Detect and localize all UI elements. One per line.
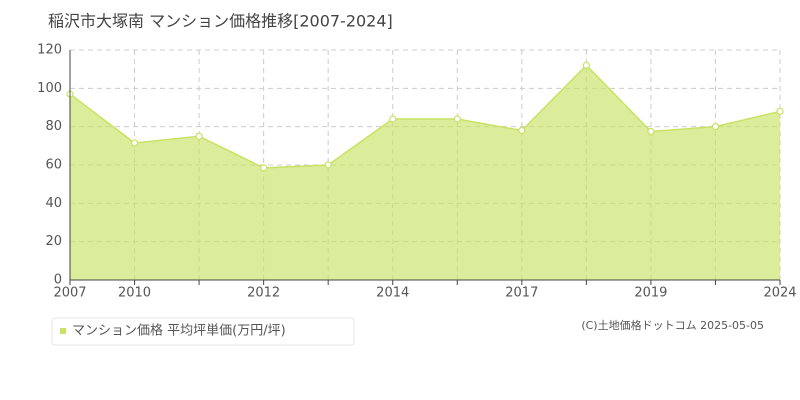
point	[647, 127, 655, 136]
chart-title: 稲沢市大塚南 マンション価格推移[2007-2024]	[48, 12, 393, 31]
point	[453, 115, 461, 123]
point	[582, 61, 590, 69]
point	[195, 132, 203, 140]
y-tick-label: 0	[54, 273, 62, 288]
legend-label: マンション価格 平均坪単価(万円/坪)	[72, 323, 286, 339]
point	[130, 139, 139, 147]
legend-swatch	[60, 328, 66, 334]
copyright: (C)土地価格ドットコム 2025-05-05	[581, 318, 764, 332]
area	[70, 65, 780, 280]
point	[518, 126, 526, 135]
point	[776, 107, 784, 115]
y-tick-label: 100	[37, 81, 62, 96]
line	[69, 64, 781, 169]
x-tick-label: 2017	[505, 286, 538, 301]
x-tick-label: 2024	[763, 286, 796, 301]
x-tick-label: 2014	[376, 286, 409, 301]
y-tick-label: 120	[37, 43, 62, 58]
point	[711, 123, 720, 131]
y-tick-label: 60	[45, 158, 62, 173]
y-tick-label: 80	[45, 119, 62, 134]
point	[260, 164, 268, 172]
point	[324, 161, 332, 169]
y-tick-label: 40	[45, 196, 62, 211]
y-tick-label: 20	[45, 234, 62, 249]
x-tick-label: 2007	[53, 286, 86, 301]
x-tick-label: 2012	[247, 286, 280, 301]
legend-box	[51, 317, 355, 346]
point	[389, 115, 397, 123]
x-tick-label: 2010	[118, 286, 151, 301]
x-tick-label: 2019	[634, 286, 667, 301]
